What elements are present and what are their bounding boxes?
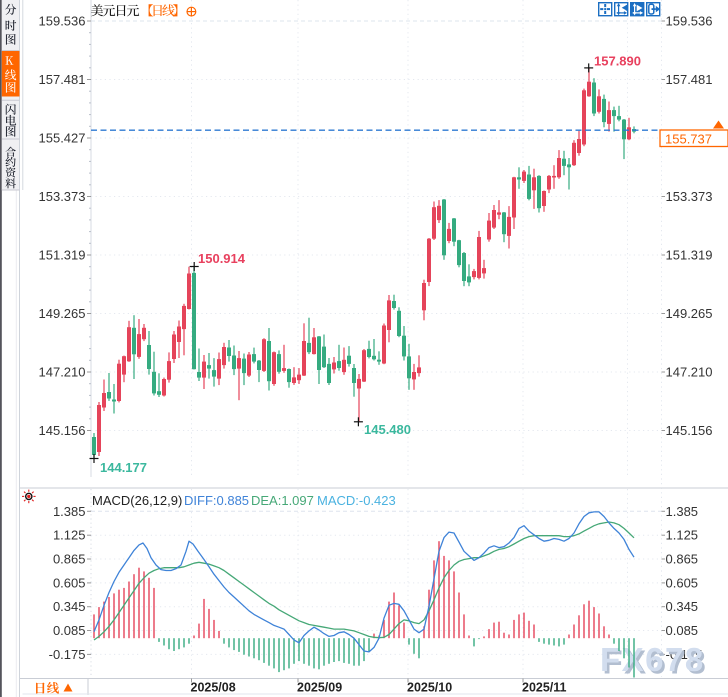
svg-text:DEA:1.097: DEA:1.097 [251,493,314,508]
svg-text:0.085: 0.085 [666,623,699,638]
svg-text:155.737: 155.737 [665,131,712,146]
svg-text:145.156: 145.156 [666,423,713,438]
svg-text:0.605: 0.605 [53,575,86,590]
svg-text:2025/11: 2025/11 [522,681,567,695]
svg-text:2025/10: 2025/10 [407,681,452,695]
svg-text:157.481: 157.481 [39,72,86,87]
svg-text:149.265: 149.265 [666,306,713,321]
svg-text:159.536: 159.536 [39,14,86,29]
svg-text:1.385: 1.385 [53,504,86,519]
svg-text:0.865: 0.865 [666,552,699,567]
svg-text:145.480: 145.480 [364,422,411,437]
svg-text:144.177: 144.177 [100,460,147,475]
svg-text:153.373: 153.373 [39,189,86,204]
svg-text:147.210: 147.210 [666,365,713,380]
svg-text:0.085: 0.085 [53,623,86,638]
svg-text:157.890: 157.890 [594,54,641,69]
svg-text:157.481: 157.481 [666,72,713,87]
svg-text:1.125: 1.125 [53,528,86,543]
svg-text:1.385: 1.385 [666,504,699,519]
svg-text:147.210: 147.210 [39,365,86,380]
svg-text:DIFF:0.885: DIFF:0.885 [184,493,249,508]
svg-text:MACD(26,12,9): MACD(26,12,9) [92,493,182,508]
svg-text:0.345: 0.345 [53,599,86,614]
svg-text:1.125: 1.125 [666,528,699,543]
svg-text:0.345: 0.345 [666,599,699,614]
svg-text:0.865: 0.865 [53,552,86,567]
svg-text:0.605: 0.605 [666,575,699,590]
svg-text:151.319: 151.319 [666,248,713,263]
svg-text:149.265: 149.265 [39,306,86,321]
svg-text:153.373: 153.373 [666,189,713,204]
svg-text:2025/09: 2025/09 [297,681,342,695]
svg-text:159.536: 159.536 [666,14,713,29]
svg-text:-0.175: -0.175 [49,647,86,662]
svg-text:155.427: 155.427 [39,131,86,146]
svg-text:-0.175: -0.175 [666,647,703,662]
svg-text:145.156: 145.156 [39,423,86,438]
svg-text:150.914: 150.914 [198,251,246,266]
svg-text:MACD:-0.423: MACD:-0.423 [317,493,396,508]
svg-text:FX678: FX678 [603,644,708,681]
svg-text:FX678: FX678 [600,641,705,678]
svg-text:2025/08: 2025/08 [191,681,236,695]
svg-text:151.319: 151.319 [39,248,86,263]
